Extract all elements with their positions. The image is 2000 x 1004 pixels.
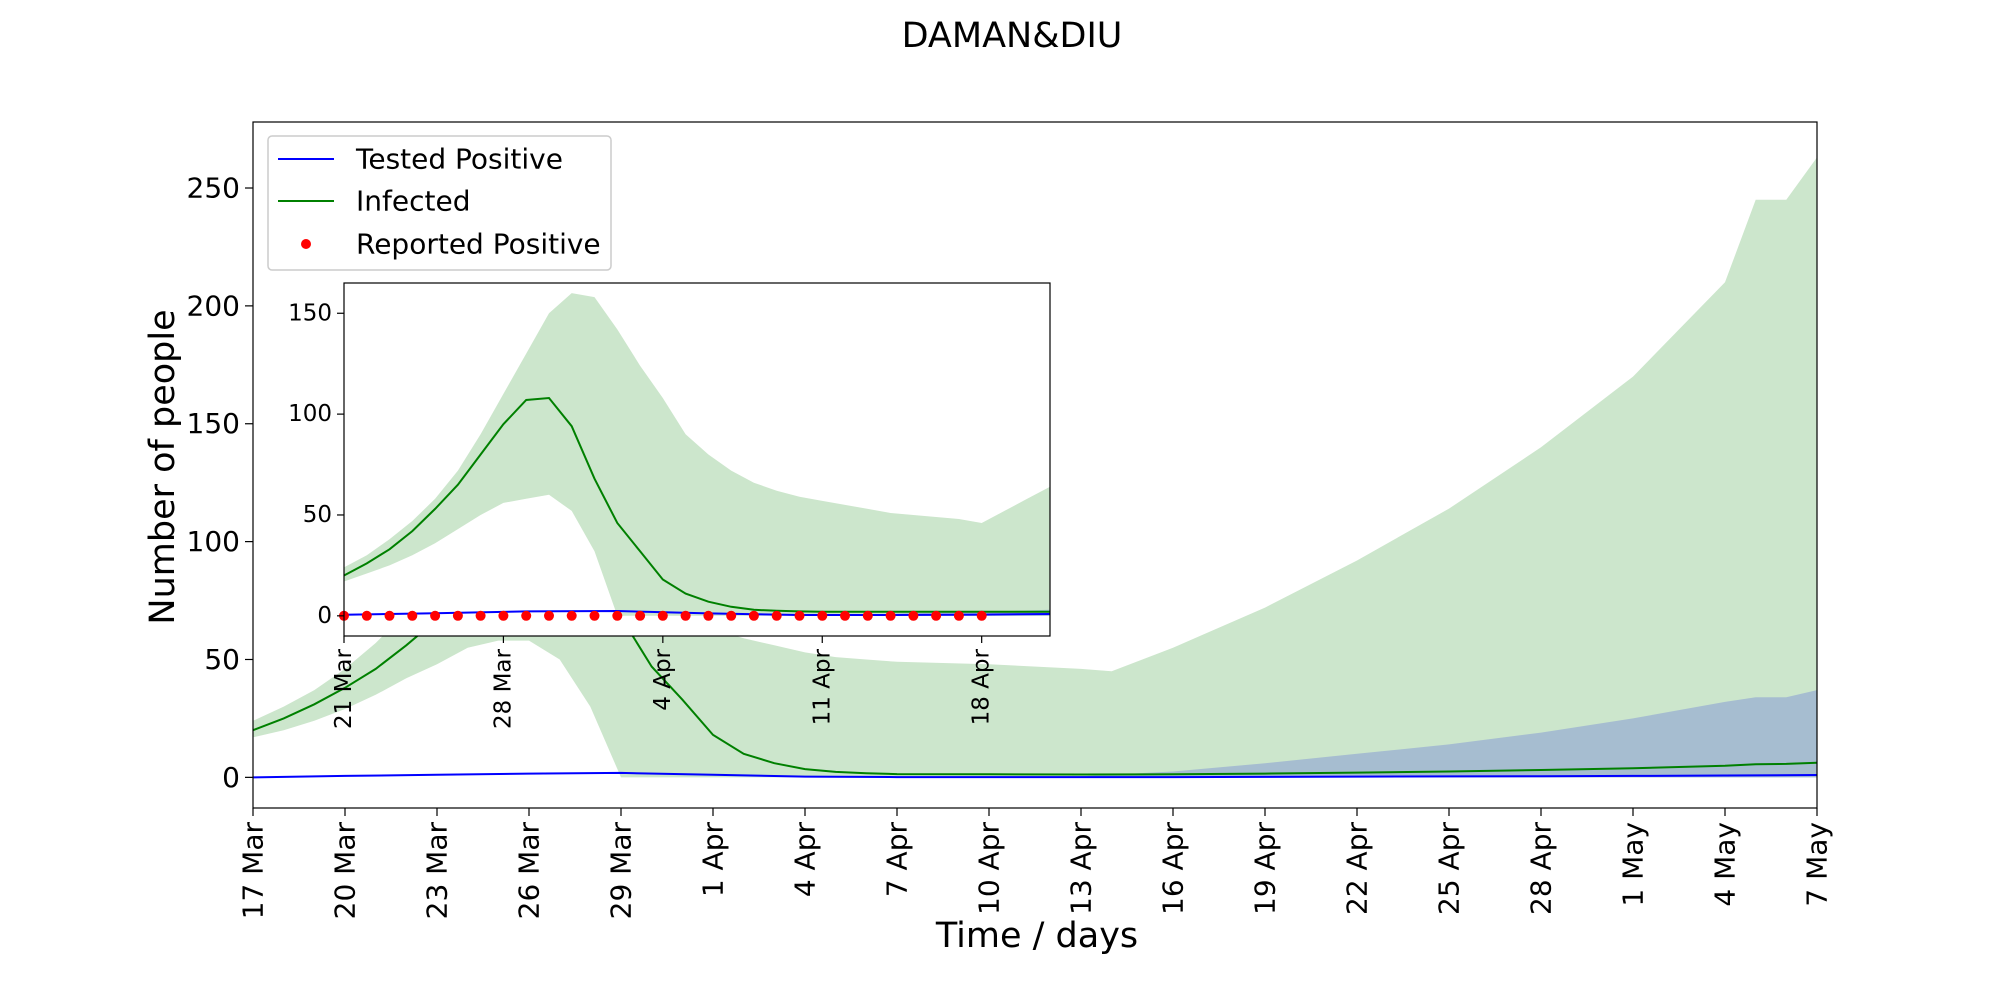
inset-reported-point (840, 610, 850, 621)
inset-y-tick-label: 0 (317, 603, 332, 629)
main-x-tick-label: 22 Apr (1341, 822, 1374, 915)
inset-reported-point (430, 610, 441, 621)
inset-reported-point (566, 610, 577, 621)
main-x-tick-label: 13 Apr (1065, 822, 1098, 915)
main-x-tick-label: 26 Mar (513, 822, 546, 920)
inset-infected-line (343, 396, 1050, 613)
inset-y-tick-label: 150 (288, 300, 332, 326)
main-x-tick-label: 20 Mar (329, 822, 362, 920)
inset-x-tick-label: 28 Mar (490, 648, 516, 729)
x-axis-label: Time / days (935, 916, 1138, 956)
main-frame (252, 121, 1818, 809)
main-x-tick-label: 1 Apr (697, 822, 730, 898)
main-y-tick-label: 200 (187, 289, 240, 322)
inset-x-tick-label: 21 Mar (331, 648, 357, 729)
inset-reported-point (544, 610, 554, 621)
inset-reported-point (794, 610, 805, 621)
main-x-tick-label: 7 Apr (881, 822, 914, 898)
main-x-tick-label: 4 May (1709, 822, 1742, 907)
legend-box (267, 135, 612, 271)
main-x-tick-label: 19 Apr (1249, 822, 1282, 915)
inset-y-tick-label: 100 (288, 401, 332, 427)
inset-reported-point (407, 610, 418, 621)
inset-x-tick-label: 11 Apr (809, 648, 835, 725)
inset-reported-point (384, 610, 395, 621)
inset-y-tick-label: 50 (303, 502, 332, 528)
main-x-tick-label: 17 Mar (237, 822, 270, 920)
inset-reported-point (657, 610, 668, 621)
legend: Tested Positive Infected Reported Positive (267, 135, 612, 271)
main-tested-line (252, 771, 1818, 779)
inset-reported-point (931, 610, 942, 621)
inset-reported-point (817, 610, 828, 621)
inset-reported-point (885, 610, 896, 621)
main-x-tick-label: 4 Apr (789, 822, 822, 898)
inset-reported-point (726, 610, 737, 621)
main-x-tick-label: 10 Apr (973, 822, 1006, 915)
inset-reported-point (498, 610, 509, 621)
inset-reported-point (589, 610, 600, 621)
main-y-tick-label: 250 (187, 172, 240, 205)
inset-reported-point (475, 610, 486, 621)
inset-reported-point (748, 610, 759, 621)
legend-marker-reported (301, 239, 311, 249)
inset-infected-band (344, 293, 1050, 616)
inset-x-tick-label: 18 Apr (969, 648, 995, 725)
inset-reported-point (771, 610, 782, 621)
main-x-tick-label: 16 Apr (1157, 822, 1190, 915)
main-x-tick-label: 23 Mar (421, 822, 454, 920)
main-y-tick-label: 50 (204, 643, 240, 676)
main-y-tick-label: 100 (187, 525, 240, 558)
inset-reported-point (908, 610, 919, 621)
main-y-tick-label: 0 (222, 761, 240, 794)
main-x-tick-label: 25 Apr (1433, 822, 1466, 915)
main-tested-band (1081, 690, 1817, 778)
main-x-tick-label: 29 Mar (605, 822, 638, 920)
inset-reported-point (521, 610, 532, 621)
inset-x-tick-label: 4 Apr (650, 648, 676, 710)
inset-reported-point (635, 610, 646, 621)
main-x-tick-label: 7 May (1801, 822, 1834, 907)
inset-reported-point (361, 610, 372, 621)
legend-label: Tested Positive (355, 143, 563, 176)
chart-title: DAMAN&DIU (902, 16, 1123, 56)
inset-reported-point (703, 610, 714, 621)
main-x-tick-label: 28 Apr (1525, 822, 1558, 915)
inset-reported-point (680, 610, 691, 621)
inset-reported-point (953, 610, 964, 621)
main-x-tick-label: 1 May (1617, 822, 1650, 907)
inset-reported-point (862, 610, 873, 621)
inset-reported-point (452, 610, 463, 621)
legend-label: Reported Positive (356, 228, 601, 261)
inset-reported-point (612, 610, 623, 621)
main-y-tick-label: 150 (187, 407, 240, 440)
legend-label: Infected (356, 185, 470, 218)
inset-frame (343, 282, 1051, 637)
inset-panel: 0 50 100 150 21 Mar 28 Mar 4 Apr 11 Apr 18 Apr (288, 282, 1051, 729)
y-axis-label: Number of people (143, 309, 183, 624)
inset-reported-point (976, 610, 987, 621)
